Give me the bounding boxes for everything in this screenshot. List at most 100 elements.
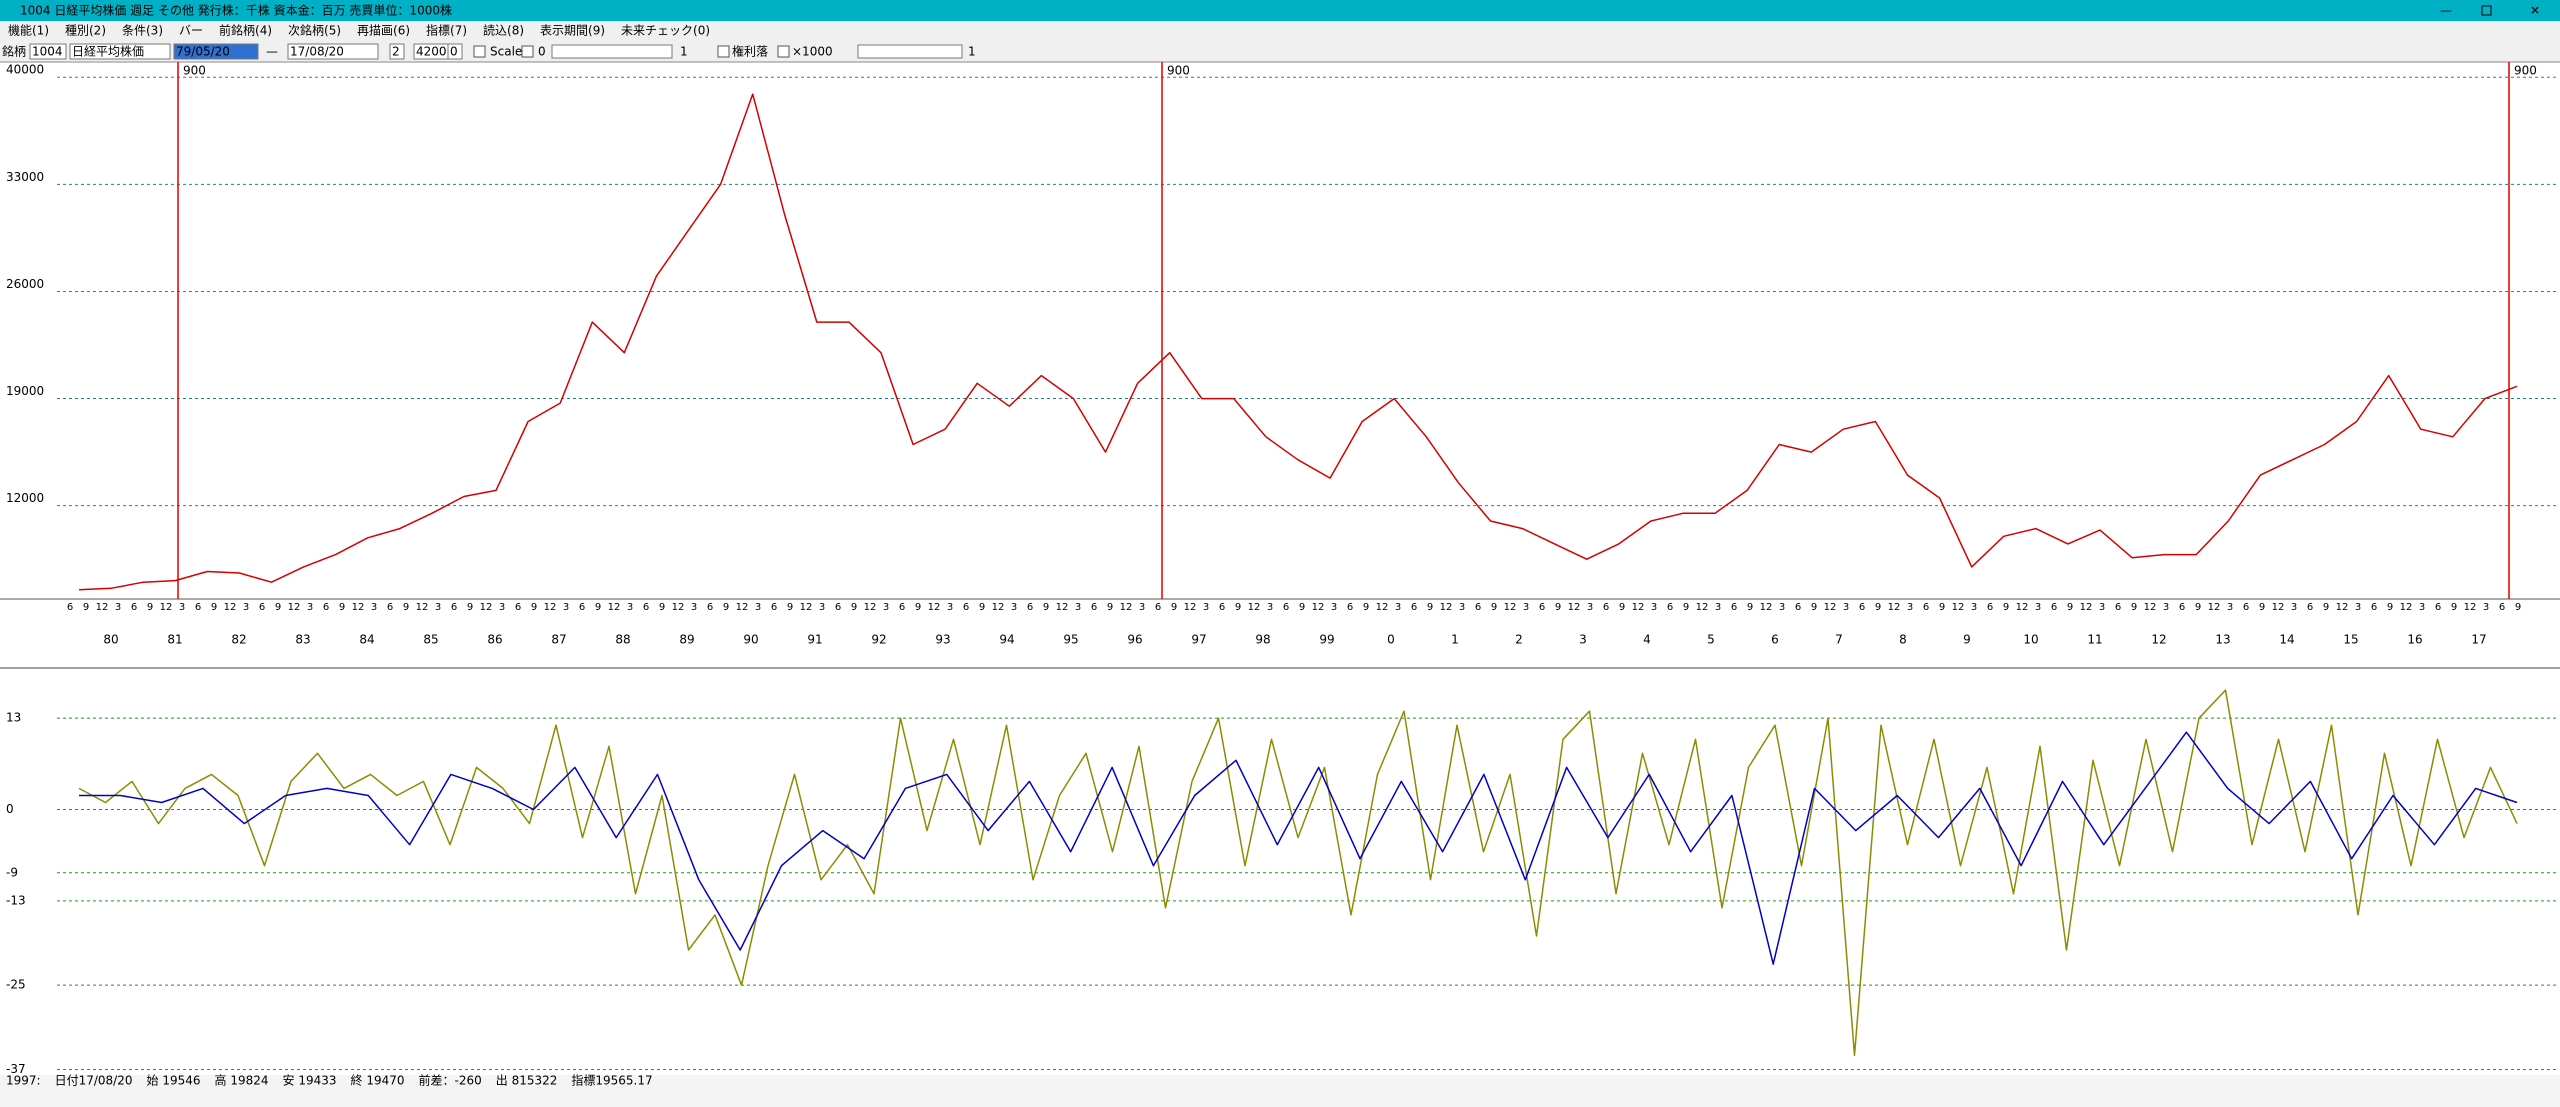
x-month-label: 6	[771, 602, 777, 613]
title-bar	[0, 0, 2560, 21]
x-month-label: 6	[515, 602, 521, 613]
input-box[interactable]	[287, 43, 379, 60]
x-month-label: 12	[1312, 602, 1325, 613]
status-field: 始 19546	[147, 1074, 201, 1088]
y-tick-label: 13	[6, 711, 21, 725]
x-month-label: 12	[416, 602, 429, 613]
close-button[interactable]: ✕	[2530, 4, 2540, 18]
menu-item[interactable]: 機能(1)	[8, 23, 49, 38]
x-month-label: 9	[2323, 602, 2329, 613]
menu-item[interactable]: 表示期間(9)	[540, 24, 605, 38]
y-tick-label: -25	[6, 978, 26, 992]
x-year-label: 2	[1515, 633, 1523, 647]
x-month-label: 12	[736, 602, 749, 613]
x-month-label: 9	[2387, 602, 2393, 613]
menu-item[interactable]: 前銘柄(4)	[219, 23, 272, 38]
x-month-label: 9	[1875, 602, 1881, 613]
checkbox[interactable]	[717, 45, 730, 58]
toolbar-to-date[interactable]: 17/08/20	[290, 45, 344, 59]
y-tick-label: 12000	[6, 491, 44, 505]
minimize-button[interactable]: —	[2440, 4, 2452, 18]
x-month-label: 12	[1824, 602, 1837, 613]
toolbar-slider2-value: 1	[968, 45, 976, 59]
x-month-label: 6	[2371, 602, 2377, 613]
x-month-label: 9	[1427, 602, 1433, 613]
status-bar	[0, 1075, 2560, 1107]
menu-item[interactable]: 読込(8)	[483, 23, 524, 38]
x-year-label: 3	[1579, 633, 1587, 647]
input-box[interactable]	[389, 43, 405, 60]
x-month-label: 12	[1504, 602, 1517, 613]
x-month-label: 6	[1667, 602, 1673, 613]
x-month-label: 6	[2115, 602, 2121, 613]
y-tick-label: 0	[6, 802, 14, 816]
toolbar-rights-label: 権利落	[732, 44, 768, 59]
toolbar-offset[interactable]: 0	[450, 45, 458, 59]
x-month-label: 6	[963, 602, 969, 613]
x-month-label: 12	[1184, 602, 1197, 613]
x-year-label: 12	[2151, 633, 2166, 647]
menu-item[interactable]: 指標(7)	[426, 23, 467, 38]
x-month-label: 12	[224, 602, 237, 613]
x-month-label: 3	[307, 602, 313, 613]
x-month-label: 12	[1952, 602, 1965, 613]
toolbar-step[interactable]: 2	[392, 45, 400, 59]
x-month-label: 3	[1651, 602, 1657, 613]
menu-item[interactable]: 種別(2)	[65, 24, 106, 38]
toolbar-dash: —	[266, 45, 278, 59]
x-month-label: 6	[1731, 602, 1737, 613]
x-month-label: 6	[1603, 602, 1609, 613]
x-month-label: 12	[2208, 602, 2221, 613]
input-box[interactable]	[447, 43, 463, 60]
x-month-label: 12	[608, 602, 621, 613]
x-month-label: 3	[947, 602, 953, 613]
x-month-label: 6	[1219, 602, 1225, 613]
x-month-label: 12	[96, 602, 109, 613]
slider[interactable]	[551, 44, 673, 59]
data-line	[78, 93, 2518, 591]
x-year-label: 91	[807, 633, 822, 647]
toolbar-name[interactable]: 日経平均株価	[72, 44, 144, 59]
y-tick-label: -37	[6, 1062, 26, 1076]
x-month-label: 6	[1859, 602, 1865, 613]
x-month-label: 12	[1440, 602, 1453, 613]
x-year-label: 0	[1387, 633, 1395, 647]
x-month-label: 6	[1411, 602, 1417, 613]
x-year-label: 8	[1899, 633, 1907, 647]
x-month-label: 3	[1715, 602, 1721, 613]
y-tick-label: 26000	[6, 277, 44, 291]
menu-item[interactable]: 未来チェック(0)	[621, 24, 710, 38]
x-month-label: 12	[544, 602, 557, 613]
x-month-label: 6	[707, 602, 713, 613]
x-month-label: 6	[131, 602, 137, 613]
slider[interactable]	[857, 44, 963, 59]
menu-item[interactable]: 再描画(6)	[357, 24, 410, 38]
x-month-label: 6	[1155, 602, 1161, 613]
input-box[interactable]	[29, 43, 67, 60]
x-month-label: 3	[883, 602, 889, 613]
menu-item[interactable]: 条件(3)	[122, 24, 163, 38]
checkbox[interactable]	[473, 45, 486, 58]
input-box[interactable]	[69, 43, 171, 60]
x-month-label: 3	[179, 602, 185, 613]
toolbar-multiplier-label: ×1000	[792, 45, 833, 59]
maximize-button[interactable]	[2481, 5, 2492, 16]
toolbar-code[interactable]: 1004	[32, 45, 63, 59]
toolbar-count[interactable]: 4200	[416, 45, 447, 59]
checkbox[interactable]	[777, 45, 790, 58]
input-box[interactable]	[173, 43, 259, 60]
x-month-label: 12	[352, 602, 365, 613]
x-month-label: 3	[627, 602, 633, 613]
x-month-label: 6	[67, 602, 73, 613]
toolbar-scale-value: 0	[538, 45, 546, 59]
period-label: 900	[2514, 64, 2537, 78]
menu-item[interactable]: バー	[179, 24, 203, 38]
x-month-label: 12	[288, 602, 301, 613]
x-year-label: 82	[231, 633, 246, 647]
toolbar-from-date[interactable]: 79/05/20	[176, 45, 230, 59]
x-month-label: 3	[1395, 602, 1401, 613]
checkbox[interactable]	[521, 45, 534, 58]
menu-item[interactable]: 次銘柄(5)	[288, 23, 341, 38]
x-month-label: 12	[2400, 602, 2413, 613]
